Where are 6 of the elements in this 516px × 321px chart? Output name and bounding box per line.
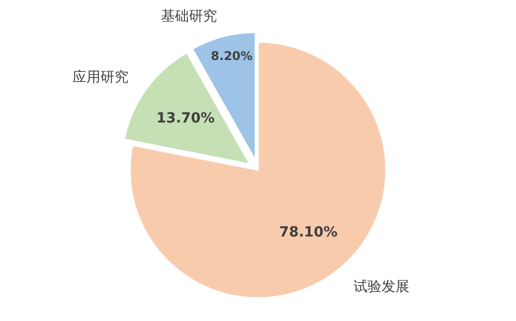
slice-label: 基础研究 [161, 7, 218, 24]
data-label: 78.10% [279, 224, 338, 240]
slice-label: 应用研究 [72, 68, 128, 84]
data-label: 13.70% [156, 110, 215, 127]
data-label: 8.20% [210, 49, 253, 64]
slice-label: 试验发展 [353, 278, 410, 294]
